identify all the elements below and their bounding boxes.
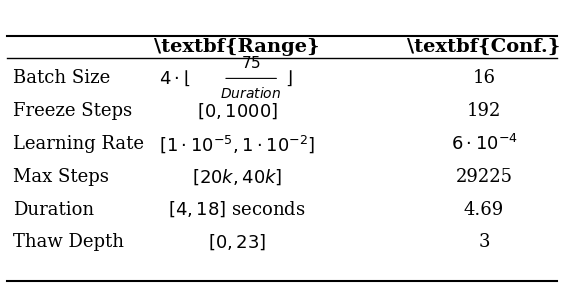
Text: $[20k, 40k]$: $[20k, 40k]$ xyxy=(192,167,282,187)
Text: $75$: $75$ xyxy=(241,55,261,71)
Text: $\mathit{Duration}$: $\mathit{Duration}$ xyxy=(220,86,282,101)
Text: $[0, 1000]$: $[0, 1000]$ xyxy=(197,101,277,121)
Text: $4 \cdot \lfloor$: $4 \cdot \lfloor$ xyxy=(158,69,190,88)
Text: \textbf{Range}: \textbf{Range} xyxy=(154,38,320,56)
Text: 192: 192 xyxy=(467,102,501,120)
Text: $[4, 18]$ seconds: $[4, 18]$ seconds xyxy=(168,200,306,219)
Text: 29225: 29225 xyxy=(455,168,513,186)
Text: $[0, 23]$: $[0, 23]$ xyxy=(208,233,266,252)
Text: Freeze Steps: Freeze Steps xyxy=(13,102,132,120)
Text: $\rfloor$: $\rfloor$ xyxy=(285,69,292,88)
Text: Max Steps: Max Steps xyxy=(13,168,109,186)
Text: Duration: Duration xyxy=(13,201,94,219)
Text: Learning Rate: Learning Rate xyxy=(13,135,143,153)
Text: \textbf{Conf.}: \textbf{Conf.} xyxy=(407,38,561,56)
Text: Thaw Depth: Thaw Depth xyxy=(13,233,124,251)
Text: 3: 3 xyxy=(479,233,490,251)
Text: 16: 16 xyxy=(473,69,495,87)
Text: $[1 \cdot 10^{-5}, 1 \cdot 10^{-2}]$: $[1 \cdot 10^{-5}, 1 \cdot 10^{-2}]$ xyxy=(159,133,316,155)
Text: $6 \cdot 10^{-4}$: $6 \cdot 10^{-4}$ xyxy=(450,134,518,154)
Text: Batch Size: Batch Size xyxy=(13,69,110,87)
Text: 4.69: 4.69 xyxy=(464,201,504,219)
